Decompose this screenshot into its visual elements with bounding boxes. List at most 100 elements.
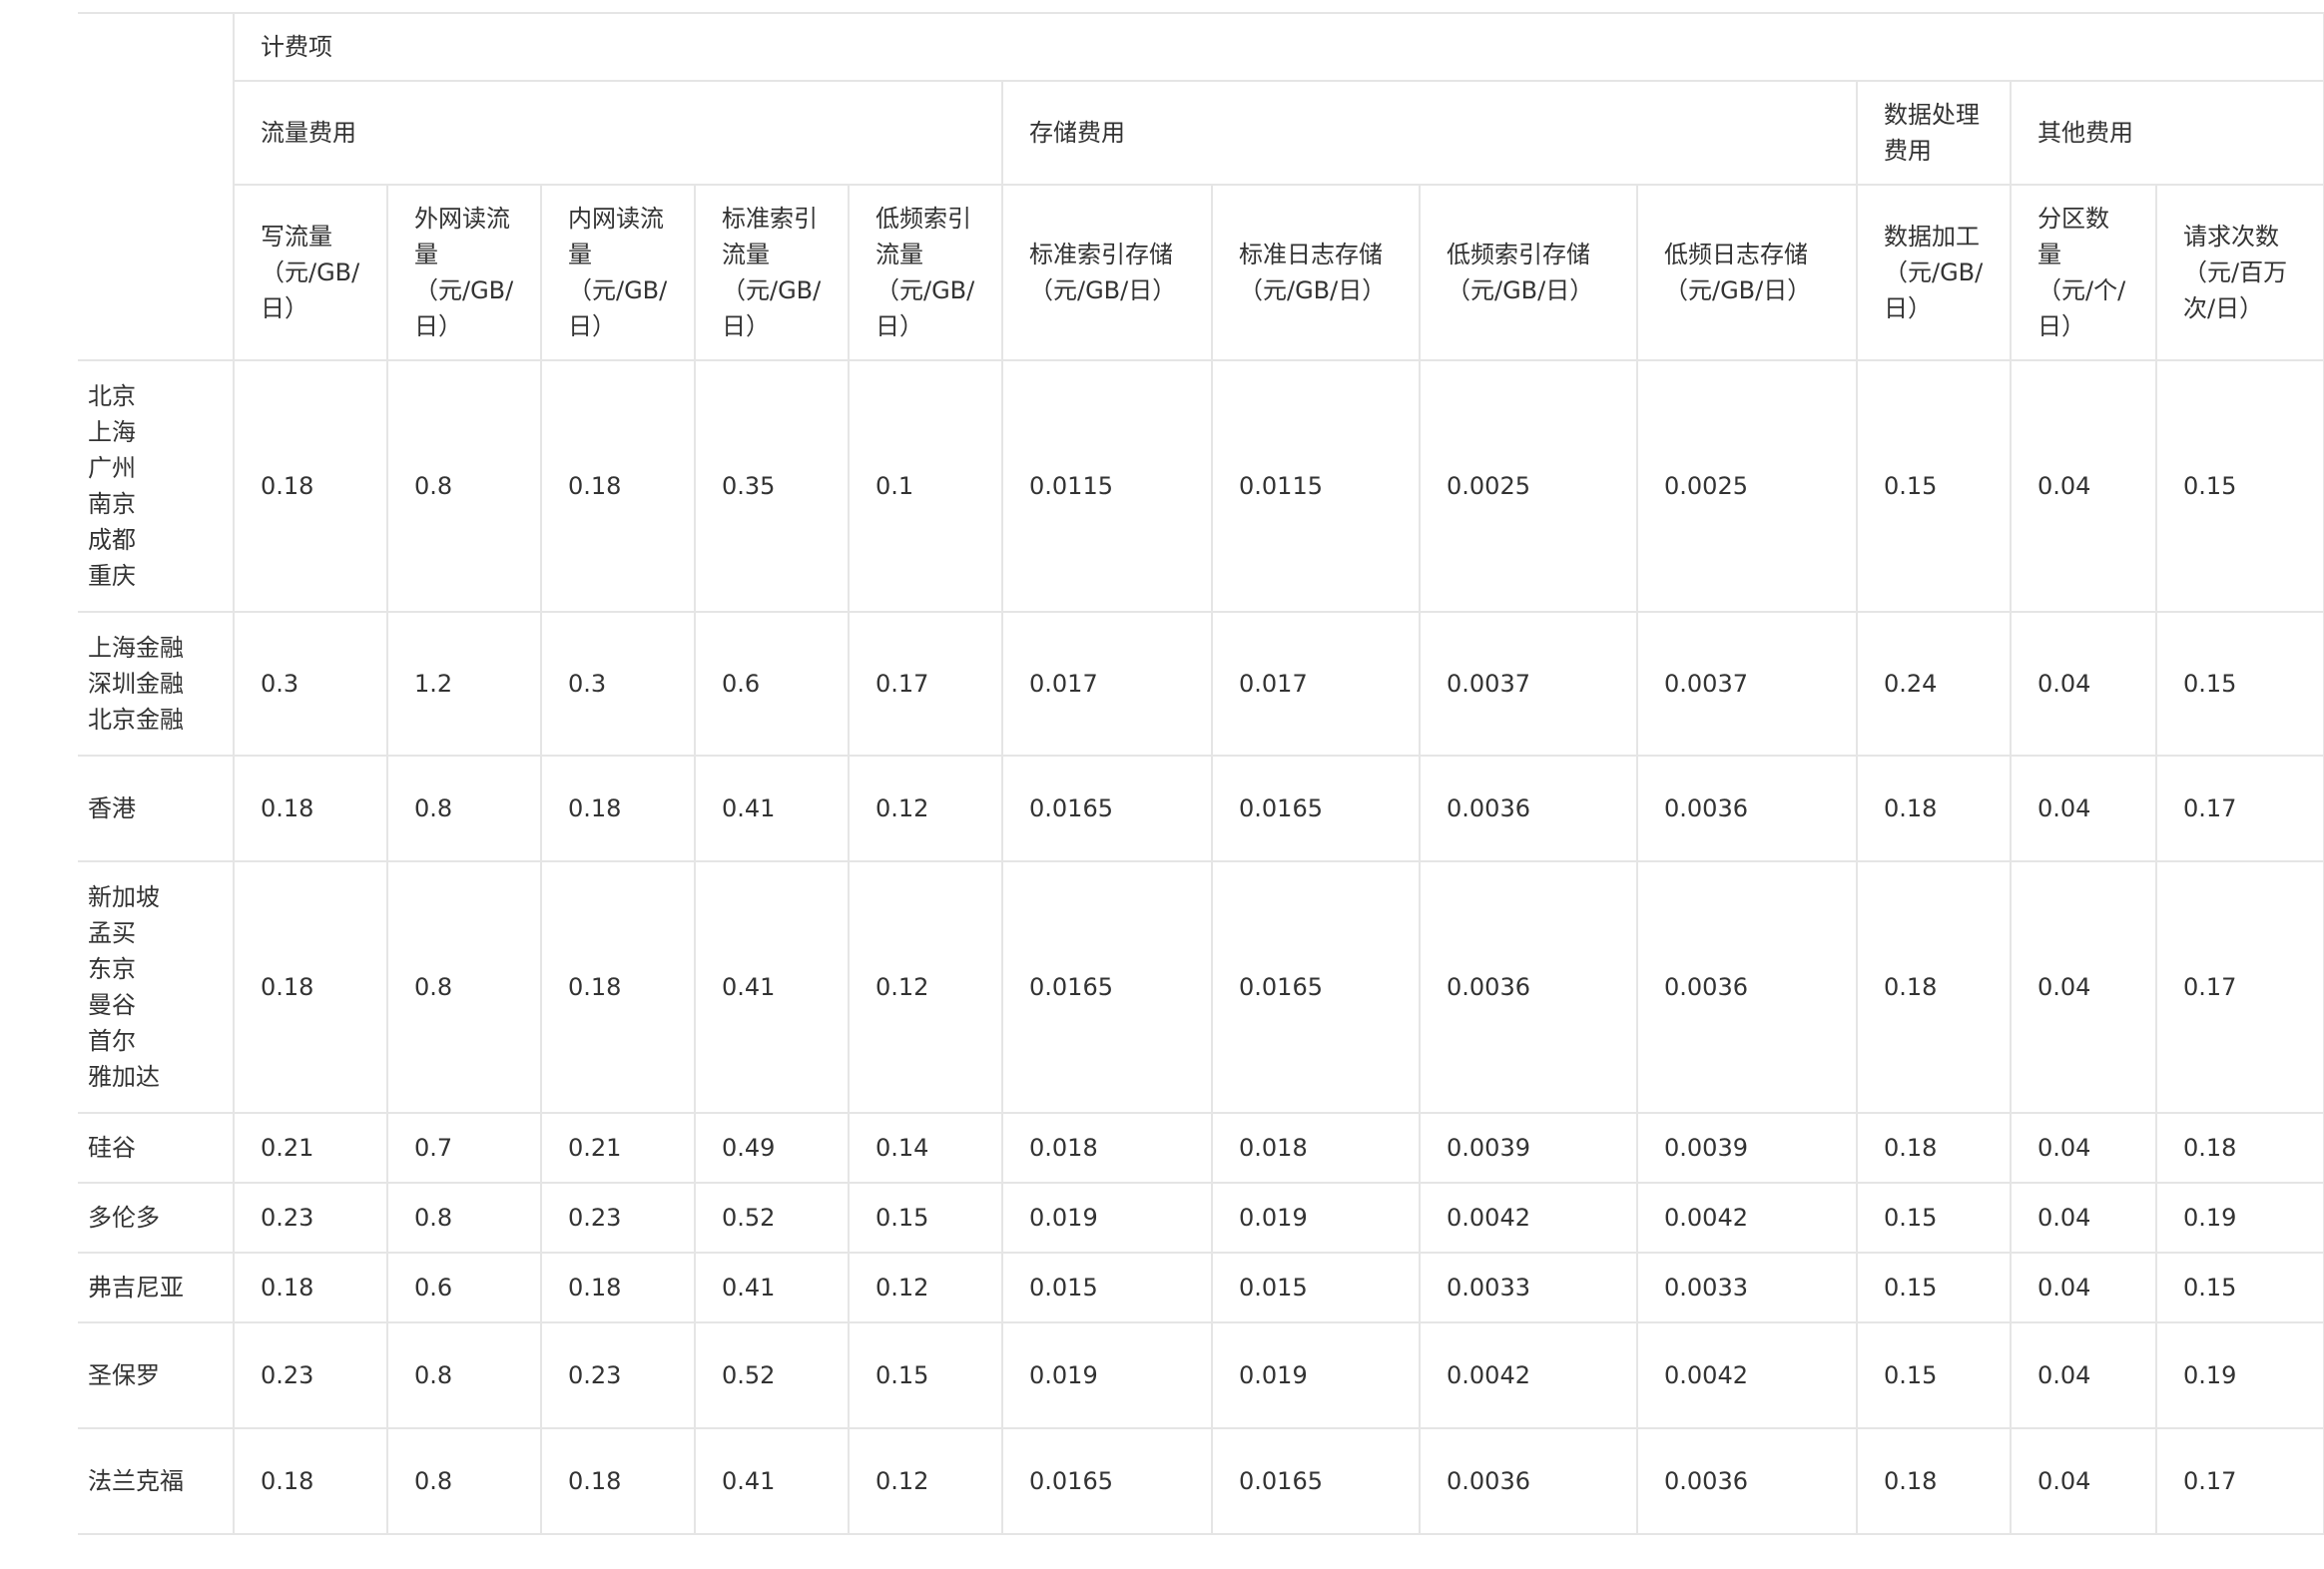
region-cell: 香港 <box>78 755 235 862</box>
price-cell: 0.12 <box>848 1252 1003 1323</box>
table-row: 硅谷 0.21 0.7 0.21 0.49 0.14 0.018 0.018 0.0039 0.0… <box>78 1112 2324 1184</box>
region-header-cell <box>78 12 235 361</box>
group-header-0: 流量费用 <box>233 80 1003 186</box>
table-row: 弗吉尼亚 0.18 0.6 0.18 0.41 0.12 0.015 0.015 0.0033 0… <box>78 1252 2324 1323</box>
region-cell: 圣保罗 <box>78 1321 235 1429</box>
price-cell: 0.19 <box>2155 1321 2324 1429</box>
price-cell: 0.24 <box>1856 611 2012 757</box>
price-cell: 0.52 <box>694 1321 850 1429</box>
price-cell: 0.8 <box>386 1321 542 1429</box>
price-cell: 0.017 <box>1001 611 1213 757</box>
region-name: 深圳金融 <box>88 670 184 698</box>
price-cell: 0.015 <box>1211 1252 1421 1323</box>
price-cell: 0.15 <box>1856 1252 2012 1323</box>
column-header-line: 分区数 <box>2037 205 2109 233</box>
price-cell: 0.0165 <box>1211 860 1421 1114</box>
column-header-line: 外网读流 <box>414 205 510 233</box>
price-cell: 0.6 <box>694 611 850 757</box>
column-header-line: （元/GB/ <box>261 259 360 286</box>
region-cell: 北京 上海 广州 南京 成都 重庆 <box>78 359 235 613</box>
column-header-line: （元/GB/日） <box>1447 276 1594 304</box>
price-cell: 0.0033 <box>1636 1252 1858 1323</box>
price-cell: 0.0036 <box>1419 860 1638 1114</box>
price-cell: 0.23 <box>540 1182 696 1254</box>
column-header-line: 低频索引 <box>875 205 971 233</box>
region-name: 上海 <box>88 418 136 446</box>
price-cell: 0.0033 <box>1419 1252 1638 1323</box>
price-cell: 0.04 <box>2010 359 2157 613</box>
table-row: 香港 0.18 0.8 0.18 0.41 0.12 0.0165 0.0165 0.0036 0… <box>78 755 2324 862</box>
price-cell: 0.15 <box>2155 1252 2324 1323</box>
price-cell: 0.0165 <box>1001 1427 1213 1535</box>
price-cell: 0.015 <box>1001 1252 1213 1323</box>
price-cell: 0.17 <box>848 611 1003 757</box>
price-cell: 0.0039 <box>1636 1112 1858 1184</box>
price-cell: 0.04 <box>2010 1112 2157 1184</box>
price-cell: 0.8 <box>386 860 542 1114</box>
price-cell: 0.017 <box>1211 611 1421 757</box>
price-cell: 0.0037 <box>1419 611 1638 757</box>
pricing-table: 计费项 流量费用 存储费用 数据处理 费用 其他费用 写流量 （元/GB/日） 外网读流量（… <box>78 12 2324 1535</box>
price-cell: 0.019 <box>1001 1182 1213 1254</box>
price-cell: 0.3 <box>233 611 388 757</box>
table-row: 多伦多 0.23 0.8 0.23 0.52 0.15 0.019 0.019 0.0042 0.… <box>78 1182 2324 1254</box>
group-header-line: 数据处理 <box>1884 101 1980 129</box>
region-name: 广州 <box>88 454 136 482</box>
table-header: 计费项 流量费用 存储费用 数据处理 费用 其他费用 写流量 （元/GB/日） 外网读流量（… <box>78 12 2324 361</box>
price-cell: 0.41 <box>694 860 850 1114</box>
price-cell: 0.18 <box>1856 755 2012 862</box>
price-cell: 0.0165 <box>1001 755 1213 862</box>
region-name: 圣保罗 <box>88 1361 160 1389</box>
price-cell: 0.18 <box>540 1252 696 1323</box>
price-cell: 0.17 <box>2155 860 2324 1114</box>
column-header-1: 外网读流量 （元/GB/日） <box>386 184 542 361</box>
region-name: 孟买 <box>88 919 136 947</box>
column-header-line: （元/GB/ <box>1884 259 1984 286</box>
price-cell: 0.0042 <box>1636 1182 1858 1254</box>
table-row: 上海金融 深圳金融 北京金融 0.3 1.2 0.3 0.6 0.17 0.017 0.017 0.… <box>78 611 2324 757</box>
region-name: 雅加达 <box>88 1063 160 1091</box>
price-cell: 0.41 <box>694 1427 850 1535</box>
price-cell: 0.23 <box>540 1321 696 1429</box>
group-header-3: 其他费用 <box>2010 80 2324 186</box>
column-header-3: 标准索引 流量 （元/GB/日） <box>694 184 850 361</box>
region-name: 首尔 <box>88 1027 136 1055</box>
region-name: 上海金融 <box>88 634 184 662</box>
price-cell: 0.0036 <box>1636 755 1858 862</box>
region-cell: 硅谷 <box>78 1112 235 1184</box>
column-header-9: 数据加工 （元/GB/日） <box>1856 184 2012 361</box>
column-header-line: 流量 <box>722 241 770 268</box>
price-cell: 0.18 <box>540 359 696 613</box>
price-cell: 0.8 <box>386 1427 542 1535</box>
price-cell: 0.0042 <box>1636 1321 1858 1429</box>
price-cell: 0.019 <box>1211 1182 1421 1254</box>
column-header-line: 写流量 <box>261 223 332 251</box>
price-cell: 0.12 <box>848 1427 1003 1535</box>
price-cell: 0.7 <box>386 1112 542 1184</box>
region-name: 成都 <box>88 526 136 554</box>
price-cell: 0.18 <box>233 1252 388 1323</box>
price-cell: 0.21 <box>233 1112 388 1184</box>
column-header-line: 低频索引存储 <box>1447 241 1590 268</box>
region-name: 北京金融 <box>88 706 184 734</box>
column-header-line: 标准索引 <box>722 205 818 233</box>
region-cell: 上海金融深圳金融北京金融 <box>78 611 235 757</box>
price-cell: 0.019 <box>1211 1321 1421 1429</box>
price-cell: 0.18 <box>1856 1427 2012 1535</box>
column-header-line: 量 <box>568 241 592 268</box>
price-cell: 0.15 <box>1856 359 2012 613</box>
price-cell: 0.19 <box>2155 1182 2324 1254</box>
region-name: 弗吉尼亚 <box>88 1274 184 1302</box>
price-cell: 0.0037 <box>1636 611 1858 757</box>
column-header-line: 日） <box>568 312 616 340</box>
column-header-line: 低频日志存储 <box>1664 241 1808 268</box>
column-header-11: 请求次数 （元/百万 次/日） <box>2155 184 2324 361</box>
table-row: 法兰克福 0.18 0.8 0.18 0.41 0.12 0.0165 0.0165 0.003… <box>78 1427 2324 1535</box>
table-row: 北京 上海 广州 南京 成都 重庆 0.18 0.8 0.18 0.35 0.1 0.0115 0.01… <box>78 359 2324 613</box>
column-header-line: （元/GB/ <box>568 276 668 304</box>
column-header-line: 流量 <box>875 241 923 268</box>
table-row: 圣保罗 0.23 0.8 0.23 0.52 0.15 0.019 0.019 0.0042 0.… <box>78 1321 2324 1429</box>
price-cell: 0.04 <box>2010 611 2157 757</box>
price-cell: 0.18 <box>233 1427 388 1535</box>
group-header-line: 费用 <box>1884 137 1932 165</box>
